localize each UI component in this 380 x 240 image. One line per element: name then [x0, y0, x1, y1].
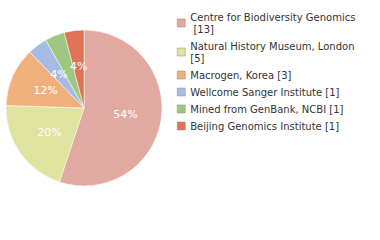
svg-text:Mined from GenBank, NCBI [1]: Mined from GenBank, NCBI [1] — [190, 104, 343, 115]
svg-text:[5]: [5] — [190, 53, 204, 64]
svg-text:Centre for Biodiversity Genomi: Centre for Biodiversity Genomics — [190, 12, 355, 23]
svg-text:Macrogen, Korea [3]: Macrogen, Korea [3] — [190, 70, 291, 81]
svg-text:Wellcome Sanger Institute [1]: Wellcome Sanger Institute [1] — [190, 87, 339, 98]
svg-text:54%: 54% — [113, 108, 137, 121]
svg-text:20%: 20% — [37, 126, 61, 139]
svg-text:Beijing Genomics Institute [1]: Beijing Genomics Institute [1] — [190, 121, 339, 132]
svg-text:[13]: [13] — [190, 24, 214, 35]
svg-text:4%: 4% — [70, 60, 87, 73]
svg-text:4%: 4% — [50, 68, 67, 81]
svg-text:Natural History Museum, London: Natural History Museum, London — [190, 41, 357, 52]
svg-text:12%: 12% — [33, 84, 57, 97]
